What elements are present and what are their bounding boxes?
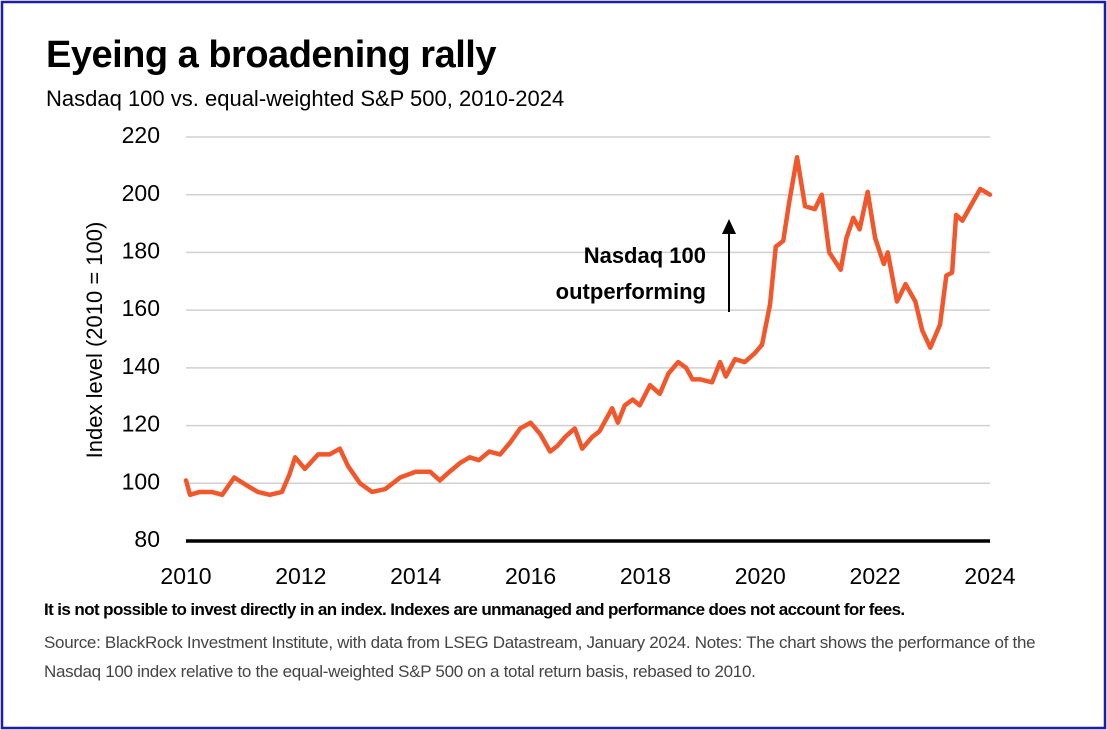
x-tick-label: 2022 <box>850 563 901 589</box>
y-tick-label: 220 <box>122 122 160 148</box>
y-tick-label: 120 <box>122 411 160 437</box>
annotation-arrowhead <box>722 219 736 234</box>
x-tick-label: 2012 <box>275 563 326 589</box>
plot-area: 80 100 120 140 160 180 200 220 2010 2012 2014 2016 2… <box>122 122 1016 589</box>
annotation: Nasdaq 100 <box>584 243 706 268</box>
x-tick-label: 2014 <box>390 563 441 589</box>
data-line <box>183 154 993 498</box>
disclaimer: It is not possible to invest directly in… <box>44 600 905 619</box>
y-tick-label: 100 <box>122 468 160 494</box>
source-note: Source: BlackRock Investment Institute, … <box>44 633 1036 681</box>
x-tick-label: 2018 <box>620 563 671 589</box>
x-tick-label: 2010 <box>160 563 211 589</box>
x-tick-label: 2016 <box>505 563 556 589</box>
y-tick-label: 80 <box>134 526 160 552</box>
chart-subtitle: Nasdaq 100 vs. equal-weighted S&P 500, 2… <box>46 86 565 111</box>
y-tick-label: 180 <box>122 238 160 264</box>
y-tick-label: 200 <box>122 180 160 206</box>
chart-title: Eyeing a broadening rally <box>46 34 496 76</box>
y-tick-label: 160 <box>122 295 160 321</box>
y-tick-label: 140 <box>122 353 160 379</box>
x-tick-label: 2024 <box>964 563 1015 589</box>
annotation: outperforming <box>556 279 706 304</box>
x-tick-label: 2020 <box>735 563 786 589</box>
y-axis-label: Index level (2010 = 100) <box>82 222 107 459</box>
